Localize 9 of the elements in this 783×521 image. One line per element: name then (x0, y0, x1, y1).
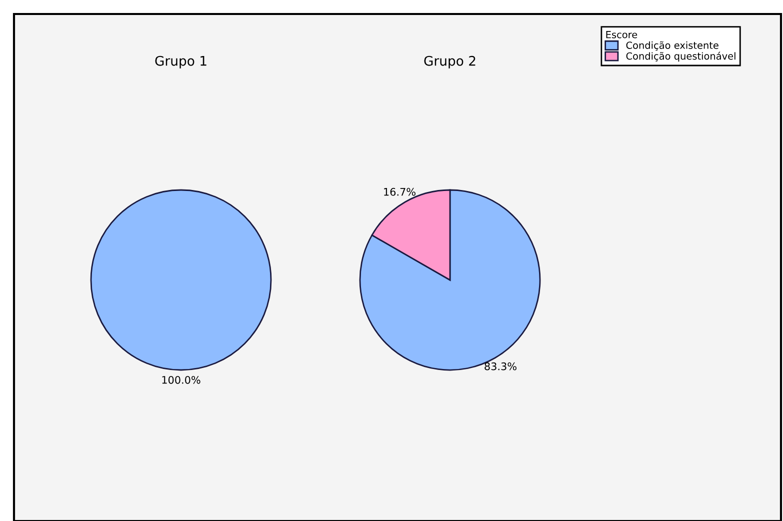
chart-title: Grupo 1 (155, 56, 206, 68)
legend-title: Escore (606, 31, 638, 38)
data-label: 16.7% (384, 188, 416, 196)
legend-label: Condição existente (626, 41, 718, 51)
data-label: 83.3% (484, 362, 516, 370)
data-label: 100.0% (162, 376, 200, 384)
pie-slice (359, 189, 541, 371)
legend-label: Condição questionável (626, 52, 736, 62)
text: Grupo 2 (424, 56, 476, 68)
